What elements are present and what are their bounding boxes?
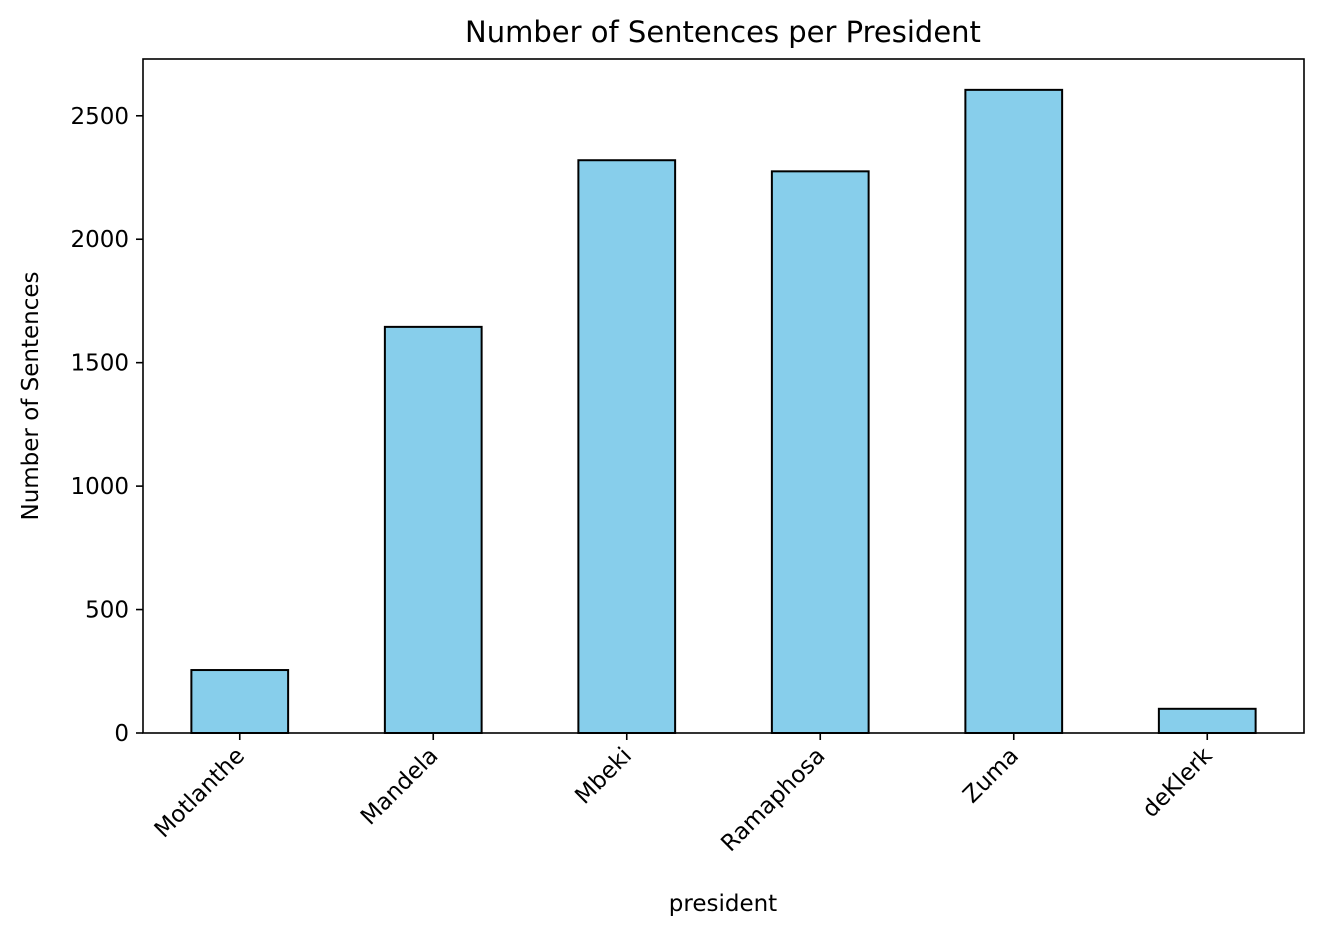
- bar-motlanthe: [190, 669, 290, 734]
- x-tick-label-mbeki: Mbeki: [570, 743, 637, 810]
- plot-area-frame: [142, 58, 1305, 734]
- bar-mbeki: [577, 159, 677, 734]
- y-axis-ticks: 0 500 1000 1500 2000 2500: [70, 104, 143, 747]
- bar-zuma: [964, 88, 1064, 735]
- x-tick-label-zuma: Zuma: [958, 743, 1024, 809]
- y-tick-label: 2000: [70, 227, 129, 253]
- x-axis-label: president: [669, 891, 777, 917]
- y-tick-label: 1000: [70, 474, 129, 500]
- y-tick-label: 2500: [70, 104, 129, 130]
- bar-mandela: [383, 325, 483, 734]
- x-tick-label-ramaphosa: Ramaphosa: [716, 743, 830, 857]
- x-tick-label-mandela: Mandela: [356, 743, 444, 831]
- y-tick-label: 0: [114, 721, 129, 747]
- x-axis-ticks: Motlanthe Mandela Mbeki Ramaphosa Zuma deKler…: [150, 733, 1218, 857]
- y-tick-label: 1500: [70, 351, 129, 377]
- x-tick-label-motlanthe: Motlanthe: [150, 743, 250, 843]
- y-tick-label: 500: [85, 598, 129, 624]
- chart-title: Number of Sentences per President: [465, 15, 981, 49]
- bar-ramaphosa: [770, 170, 870, 735]
- bar-deklerk: [1157, 707, 1257, 734]
- y-axis-label: Number of Sentences: [18, 271, 44, 520]
- bars-layer: [190, 88, 1257, 735]
- x-tick-label-deklerk: deKlerk: [1137, 742, 1217, 822]
